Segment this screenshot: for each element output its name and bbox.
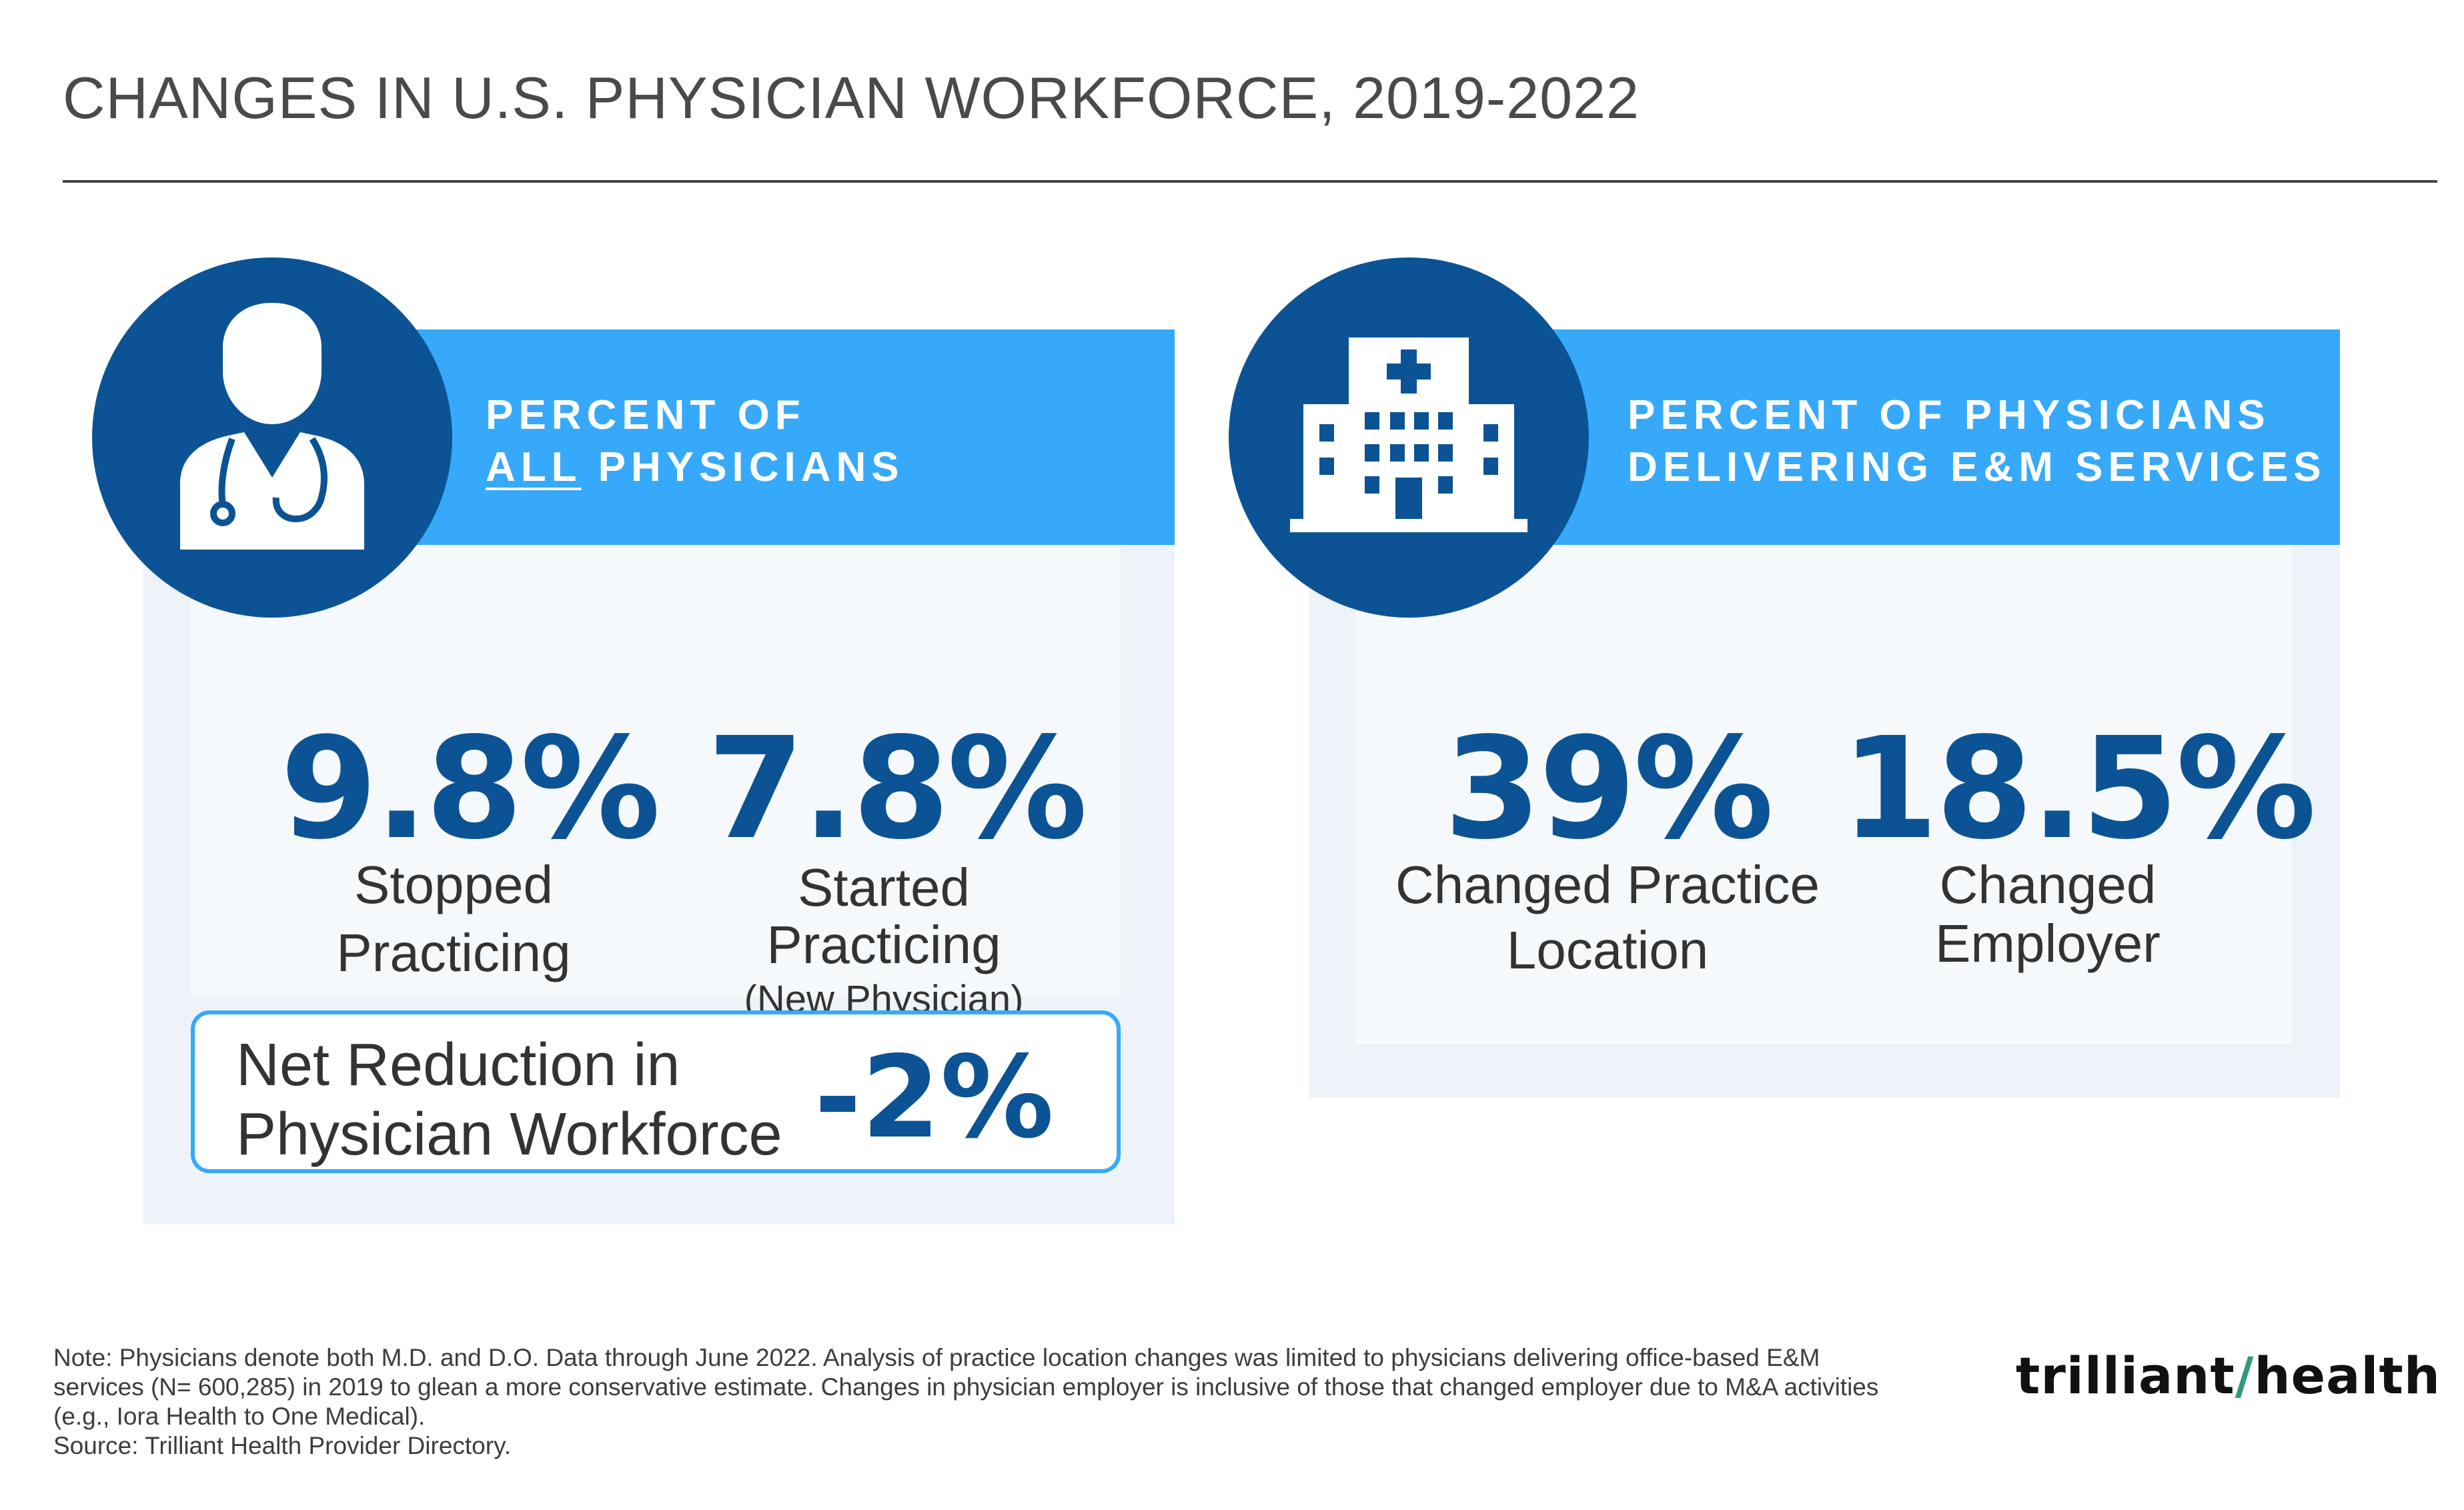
net-reduction-box: Net Reduction in Physician Workforce -2% xyxy=(191,1010,1121,1173)
logo-part1: trilliant xyxy=(2016,1346,2235,1405)
doctor-icon xyxy=(180,303,364,550)
stat-stopped-label1: Stopped xyxy=(354,855,554,914)
left-banner-line2: ALL PHYSICIANS xyxy=(486,442,904,494)
stat-location-value: 39% xyxy=(1443,707,1774,870)
left-panel-inner xyxy=(191,544,1121,997)
page-title: CHANGES IN U.S. PHYSICIAN WORKFORCE, 201… xyxy=(63,65,1640,131)
title-divider xyxy=(63,180,2437,183)
stat-changed-employer: 18.5% Changed Employer xyxy=(1841,707,2317,975)
hospital-badge xyxy=(1229,257,1589,618)
stat-employer-label2: Employer xyxy=(1935,914,2161,973)
net-reduction-label: Net Reduction in Physician Workforce xyxy=(236,1030,782,1169)
footnote-line2: services (N= 600,285) in 2019 to glean a… xyxy=(53,1373,1879,1401)
stat-stopped-value: 9.8% xyxy=(280,707,660,870)
net-label-line2: Physician Workforce xyxy=(236,1101,782,1168)
stat-employer-value: 18.5% xyxy=(1841,707,2317,870)
footnote-line4: Source: Trilliant Health Provider Direct… xyxy=(53,1432,512,1459)
right-banner-line1: PERCENT OF PHYSICIANS xyxy=(1628,392,2271,438)
logo-part2: health xyxy=(2254,1346,2441,1405)
hospital-icon xyxy=(1290,337,1527,532)
stat-location-label1: Changed Practice xyxy=(1395,855,1820,914)
left-banner-line2-rest: PHYSICIANS xyxy=(581,444,904,490)
stat-employer-label1: Changed xyxy=(1939,855,2157,914)
footnote-line1: Note: Physicians denote both M.D. and D.… xyxy=(53,1344,1820,1371)
stat-started-value: 7.8% xyxy=(707,707,1087,870)
stat-location-label2: Location xyxy=(1506,920,1709,980)
right-banner-line2: DELIVERING E&M SERVICES xyxy=(1628,444,2327,490)
stat-changed-location: 39% Changed Practice Location xyxy=(1387,719,1828,982)
logo-slash-icon: / xyxy=(2235,1346,2255,1405)
right-banner xyxy=(1494,329,2340,545)
left-banner-underlined: ALL xyxy=(486,444,582,490)
footnote: Note: Physicians denote both M.D. and D.… xyxy=(53,1343,1961,1461)
stat-stopped-label2: Practicing xyxy=(336,923,571,982)
left-banner-text: PERCENT OF ALL PHYSICIANS xyxy=(486,390,904,494)
right-panel-inner xyxy=(1355,544,2292,1044)
doctor-badge xyxy=(92,257,452,618)
stat-started-label2: Practicing xyxy=(766,915,1001,974)
stat-started-label1: Started xyxy=(798,858,970,917)
footnote-line3: (e.g., Iora Health to One Medical). xyxy=(53,1403,426,1430)
left-banner xyxy=(360,329,1175,545)
net-label-line1: Net Reduction in xyxy=(236,1032,680,1098)
trilliant-logo: trilliant/health xyxy=(2016,1346,2441,1405)
left-banner-line1: PERCENT OF xyxy=(486,392,806,438)
net-reduction-value: -2% xyxy=(814,1032,1054,1164)
stat-stopped: 9.8% Stopped Practicing xyxy=(280,707,660,984)
right-banner-text: PERCENT OF PHYSICIANS DELIVERING E&M SER… xyxy=(1628,390,2327,494)
stat-started: 7.8% Started Practicing (New Physician) xyxy=(707,707,1087,1023)
